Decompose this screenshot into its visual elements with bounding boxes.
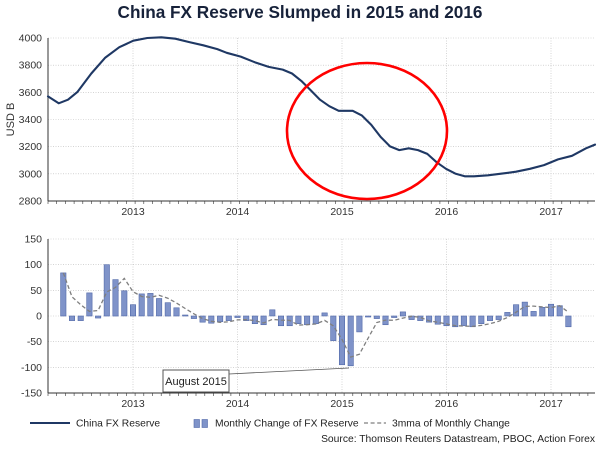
svg-text:-150: -150 [21,388,42,400]
svg-text:3400: 3400 [19,114,43,126]
svg-text:2016: 2016 [435,206,459,218]
svg-text:150: 150 [24,234,42,246]
svg-text:3000: 3000 [19,168,43,180]
svg-text:0: 0 [36,311,42,323]
svg-text:August 2015: August 2015 [165,376,227,388]
svg-text:3800: 3800 [19,60,43,72]
svg-text:2017: 2017 [539,398,563,410]
svg-text:2014: 2014 [226,206,250,218]
svg-text:2017: 2017 [539,206,563,218]
svg-text:Monthly Change of FX Reserve: Monthly Change of FX Reserve [215,418,359,429]
svg-text:3200: 3200 [19,141,43,153]
svg-text:3600: 3600 [19,87,43,99]
svg-text:3mma of Monthly Change: 3mma of Monthly Change [392,418,510,429]
svg-text:USD B: USD B [5,103,17,137]
svg-text:4000: 4000 [19,33,43,45]
svg-text:2013: 2013 [121,206,145,218]
svg-text:2015: 2015 [330,206,354,218]
svg-text:-50: -50 [27,336,42,348]
svg-text:2016: 2016 [435,398,459,410]
svg-text:2015: 2015 [330,398,354,410]
svg-text:China FX Reserve: China FX Reserve [76,418,160,429]
svg-text:-100: -100 [21,362,42,374]
svg-text:2013: 2013 [121,398,145,410]
svg-text:2800: 2800 [19,196,43,208]
svg-text:100: 100 [24,259,42,271]
svg-text:2014: 2014 [226,398,250,410]
svg-text:50: 50 [30,285,42,297]
svg-text:Source: Thomson Reuters Datast: Source: Thomson Reuters Datastream, PBOC… [321,434,596,445]
